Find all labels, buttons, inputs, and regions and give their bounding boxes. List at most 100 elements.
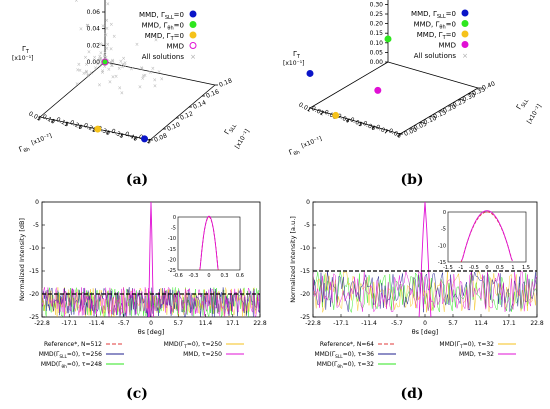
all-solutions-marker: × (85, 23, 89, 29)
z-axis-unit: [x10⁻¹] (12, 55, 33, 62)
z-tick-label: 0.20 (370, 21, 384, 28)
inset-x-tick-label: 0.5 (496, 265, 504, 271)
all-solutions-marker: × (112, 34, 116, 40)
all-solutions-marker: × (98, 54, 102, 60)
y-tick-label: 0.15 (432, 109, 447, 121)
all-solutions-marker: × (120, 64, 124, 70)
highlight-point (141, 135, 148, 143)
all-solutions-marker: × (135, 42, 139, 48)
highlight-point (101, 58, 109, 66)
x-tick-label: 17.1 (226, 320, 240, 327)
inset-y-tick-label: -5 (171, 226, 176, 232)
y-tick-label: 0.05 (413, 121, 428, 133)
x-tick-label: -5.7 (391, 320, 403, 327)
legend-label: All solutions (414, 52, 457, 60)
all-solutions-marker: × (99, 41, 103, 47)
y-tick-label: -25 (300, 314, 310, 321)
all-solutions-marker: × (100, 68, 104, 74)
floor-edge-line (387, 61, 479, 89)
all-solutions-marker: × (84, 69, 88, 75)
all-solutions-marker: × (108, 79, 112, 85)
x-tick-mark (133, 136, 137, 141)
all-solutions-marker: × (141, 73, 145, 79)
inset-y-tick-label: -10 (438, 243, 446, 249)
y-tick-label: -15 (300, 268, 310, 275)
legend-marker (461, 20, 469, 27)
inset-x-tick-label: -0.6 (173, 273, 183, 279)
inset-x-tick-label: 1.5 (522, 265, 530, 271)
y-tick-label: -10 (29, 245, 39, 252)
all-solutions-marker: × (82, 71, 86, 77)
inset-y-tick-label: -10 (168, 236, 176, 242)
all-solutions-marker: × (83, 55, 87, 61)
y-tick-label: 0 (306, 199, 310, 206)
series-line-2 (313, 271, 537, 314)
inset-y-tick-label: -15 (168, 247, 176, 253)
all-solutions-marker: × (111, 75, 115, 81)
x-tick-mark (359, 122, 362, 127)
y-tick-label: -15 (29, 268, 39, 275)
highlight-point (384, 35, 392, 43)
all-solutions-marker: × (98, 57, 102, 63)
all-solutions-marker: × (109, 63, 113, 69)
series-line-1 (313, 271, 537, 313)
x-tick-label: -11.4 (89, 320, 105, 327)
legend-marker: × (190, 53, 196, 61)
all-solutions-marker: × (92, 55, 96, 61)
all-solutions-marker: × (97, 83, 101, 89)
legend-label: MMD, τ=32 (459, 351, 494, 358)
all-solutions-marker: × (140, 65, 144, 71)
legend-label: MMD, Γθh=0 (414, 21, 456, 31)
y-axis-title: ΓSLL (515, 96, 530, 112)
y-tick-label: 0.10 (166, 121, 181, 133)
x-tick-label: 22.8 (530, 320, 544, 327)
all-solutions-marker: × (110, 58, 114, 64)
legend-label: MMD, ΓT=0 (417, 31, 456, 41)
inset-mmd-line (199, 215, 219, 270)
inset-frame (447, 211, 527, 263)
legend-marker (189, 42, 197, 49)
all-solutions-marker: × (119, 59, 123, 65)
legend-label: MMD, ΓSLL=0 (139, 11, 184, 21)
y-tick-label: 0.16 (205, 88, 220, 100)
all-solutions-marker: × (79, 27, 83, 33)
inset-x-tick-label: 0 (485, 265, 488, 271)
all-solutions-marker: × (121, 62, 125, 68)
all-solutions-marker: × (104, 33, 108, 39)
legend-label: Reference*, N=64 (320, 341, 374, 348)
x-tick-label: -5.7 (118, 320, 130, 327)
x-tick-mark (37, 116, 41, 121)
all-solutions-marker: × (118, 85, 122, 91)
legend-marker (189, 10, 197, 18)
series-line-4 (42, 286, 260, 317)
all-solutions-marker: × (160, 76, 164, 82)
y-tick-label: -5 (33, 222, 39, 229)
all-solutions-marker: × (101, 23, 105, 29)
all-solutions-marker: × (89, 71, 93, 77)
inset-y-tick-label: 0 (173, 215, 176, 221)
inset-x-tick-label: -0.5 (469, 265, 479, 271)
all-solutions-marker: × (76, 67, 80, 73)
z-tick-label: 0.00 (87, 59, 101, 66)
all-solutions-marker: × (121, 56, 125, 62)
all-solutions-marker: × (106, 42, 110, 48)
all-solutions-marker: × (84, 62, 88, 68)
inset-frame (177, 216, 241, 271)
all-solutions-marker: × (154, 38, 158, 44)
legend-marker (461, 30, 469, 38)
x-axis-title: θs [deg] (412, 328, 439, 336)
y-tick-label: 0.00 (403, 126, 418, 138)
all-solutions-marker: × (153, 83, 157, 89)
all-solutions-marker: × (110, 63, 114, 69)
floor-edge-line (104, 61, 216, 86)
y-tick-label: -10 (300, 245, 310, 252)
caption-a: (a) (125, 172, 149, 188)
all-solutions-marker: × (94, 65, 98, 71)
floor-edge-line (39, 61, 106, 118)
z-axis-unit: [x10⁻¹] (283, 60, 304, 67)
inset-x-tick-label: -1 (459, 265, 464, 271)
x-tick-label: 0 (149, 320, 153, 327)
x-axis-title: θs [deg] (138, 328, 165, 336)
x-tick-label: 5.7 (173, 320, 183, 327)
z-tick-label: 0.06 (87, 9, 101, 16)
